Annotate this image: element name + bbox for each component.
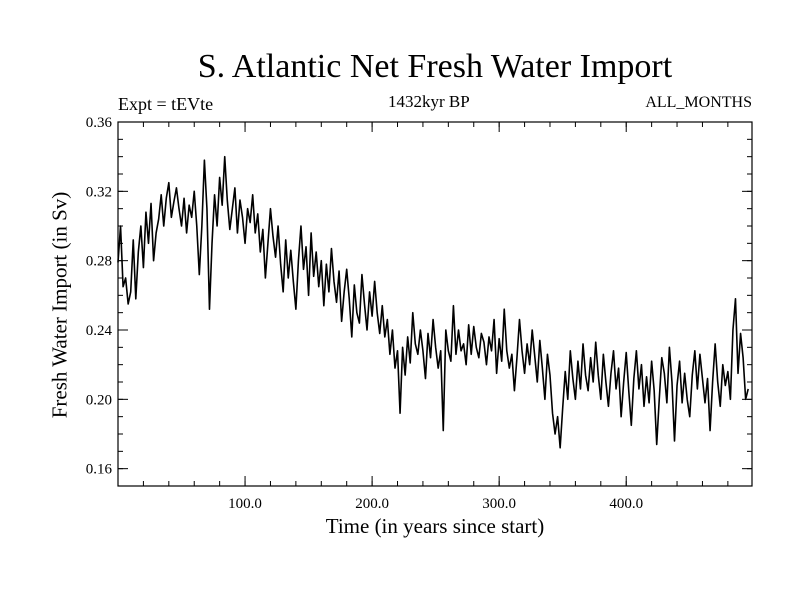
y-tick-label: 0.32 — [86, 184, 112, 200]
y-tick-label: 0.24 — [86, 323, 113, 339]
y-tick-label: 0.28 — [86, 254, 112, 270]
series-line — [117, 155, 749, 449]
y-tick-label: 0.36 — [86, 115, 113, 131]
x-tick-label: 100.0 — [228, 496, 262, 512]
months-label: ALL_MONTHS — [645, 94, 752, 111]
x-tick-label: 400.0 — [609, 496, 643, 512]
y-tick-label: 0.20 — [86, 392, 112, 408]
y-tick-label: 0.16 — [86, 462, 113, 478]
x-axis-label: Time (in years since start) — [325, 514, 545, 538]
x-tick-label: 200.0 — [355, 496, 389, 512]
x-tick-label: 300.0 — [482, 496, 516, 512]
plot-frame — [117, 121, 753, 487]
chart-title: S. Atlantic Net Fresh Water Import — [197, 48, 673, 85]
experiment-label: Expt = tEVte — [118, 94, 214, 114]
date-label: 1432kyr BP — [388, 92, 470, 111]
